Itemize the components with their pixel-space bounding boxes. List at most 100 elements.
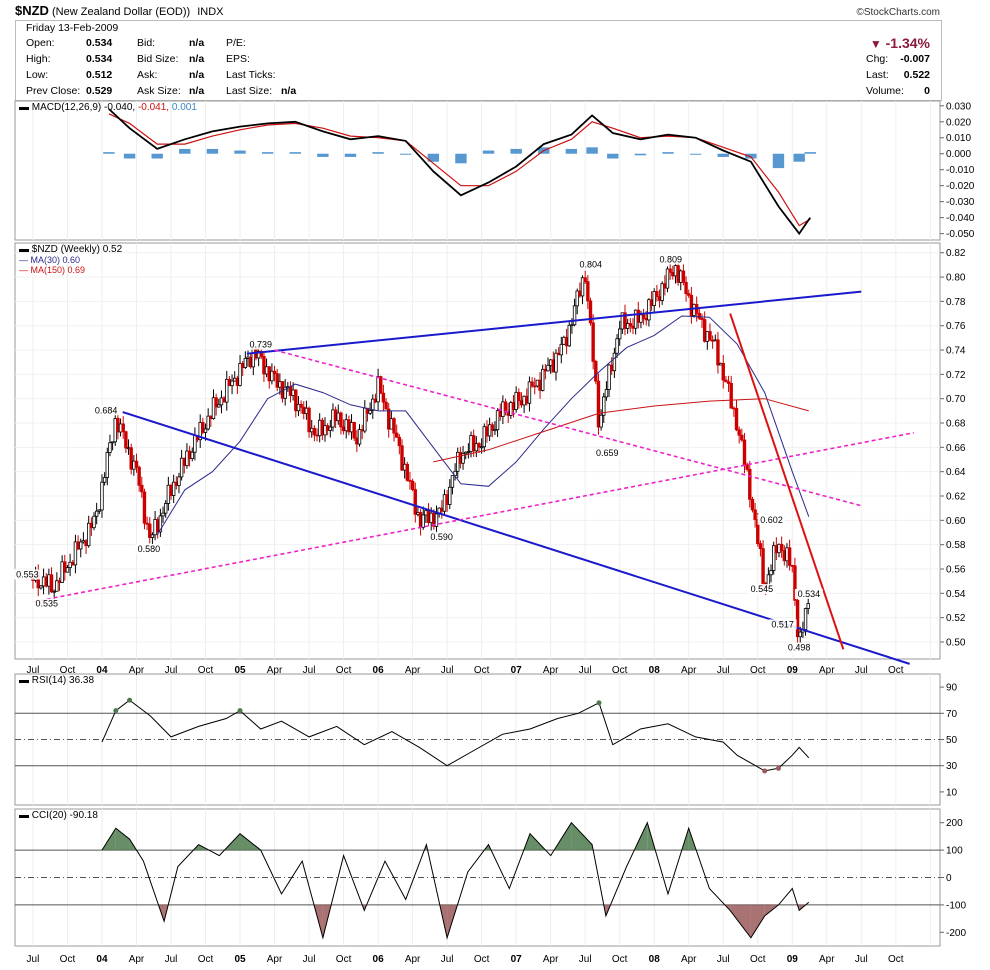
price-bar-body bbox=[607, 364, 611, 390]
price-bar-body bbox=[384, 401, 388, 410]
annotation-bg bbox=[134, 543, 163, 554]
price-bar-body bbox=[328, 426, 333, 431]
price-bar-body bbox=[349, 422, 354, 433]
y-tick-label: 50 bbox=[946, 735, 958, 746]
price-bar-body bbox=[740, 434, 744, 441]
price-bar-body bbox=[264, 366, 269, 375]
price-bar-body bbox=[652, 291, 656, 307]
price-bar-body bbox=[580, 277, 585, 297]
y-tick-label: 0.56 bbox=[946, 564, 966, 575]
field-label: Bid Size: bbox=[137, 53, 179, 65]
price-bar-body bbox=[777, 543, 781, 554]
x-axis-label: Apr bbox=[681, 954, 697, 965]
macd-histogram-bar bbox=[586, 147, 598, 154]
price-bar-body bbox=[479, 446, 484, 449]
x-axis-label: Jul bbox=[441, 665, 454, 676]
price-annotation: 0.580 bbox=[138, 544, 161, 554]
rsi-overbought-mark bbox=[237, 708, 243, 714]
macd-histogram-bar bbox=[634, 153, 647, 156]
price-annotation: 0.517 bbox=[771, 619, 794, 629]
x-axis-label: Oct bbox=[60, 665, 76, 676]
price-bar-body bbox=[716, 339, 720, 366]
price-bar-body bbox=[416, 511, 420, 515]
x-axis-label: 08 bbox=[649, 954, 661, 965]
price-bar-body bbox=[464, 451, 468, 455]
price-bar-body bbox=[679, 270, 683, 283]
price-bar-body bbox=[525, 395, 529, 404]
price-bar-body bbox=[142, 491, 147, 524]
price-bar-body bbox=[171, 481, 176, 496]
price-bar-body bbox=[240, 363, 245, 368]
x-axis-label: Oct bbox=[612, 954, 628, 965]
price-bar-body bbox=[49, 574, 54, 593]
x-axis-label: Apr bbox=[267, 665, 283, 676]
x-axis-label: Jul bbox=[579, 954, 592, 965]
price-bar-body bbox=[211, 397, 216, 420]
price-bar-body bbox=[235, 377, 240, 386]
price-bar-body bbox=[551, 359, 556, 373]
x-axis-label: 05 bbox=[234, 954, 246, 965]
field-value: n/a bbox=[189, 37, 205, 49]
field-label: Prev Close: bbox=[26, 85, 81, 97]
price-bar-body bbox=[331, 409, 335, 428]
y-tick-label: -0.010 bbox=[946, 165, 975, 176]
price-bar-body bbox=[732, 407, 736, 410]
y-tick-label: 0.020 bbox=[946, 117, 971, 128]
price-bar-body bbox=[140, 484, 144, 493]
x-axis-label: Apr bbox=[267, 954, 283, 965]
x-axis-label: Oct bbox=[888, 665, 904, 676]
price-bar-body bbox=[562, 336, 566, 345]
x-axis-label: 07 bbox=[511, 665, 523, 676]
price-bar-body bbox=[333, 409, 338, 422]
price-bar-body bbox=[169, 484, 173, 496]
price-bar-body bbox=[336, 412, 340, 422]
field-label: Low: bbox=[26, 69, 49, 81]
price-bar-body bbox=[163, 503, 168, 514]
y-tick-label: 0.64 bbox=[946, 467, 966, 478]
price-bar-body bbox=[81, 540, 86, 543]
hdr-left-row: Prev Close: 0.529 bbox=[26, 85, 112, 97]
field-value: 0.534 bbox=[86, 37, 113, 49]
x-axis-label: 05 bbox=[234, 665, 246, 676]
macd-histogram-bar bbox=[482, 150, 495, 154]
hdr-mid-row: Ask: n/a bbox=[137, 69, 204, 81]
field-value: n/a bbox=[189, 69, 205, 81]
price-bar-body bbox=[543, 368, 548, 372]
x-axis-label: Apr bbox=[819, 954, 835, 965]
price-bar-body bbox=[60, 561, 64, 583]
price-bar-body bbox=[665, 268, 670, 289]
price-bar-body bbox=[655, 291, 659, 298]
price-bar-body bbox=[209, 415, 213, 420]
macd-histogram-bar bbox=[662, 152, 674, 154]
price-bar-body bbox=[161, 512, 165, 517]
annotation-bg bbox=[768, 619, 797, 630]
price-bar-body bbox=[397, 436, 402, 447]
field-label: Last Ticks: bbox=[226, 69, 276, 81]
y-tick-label: 0.010 bbox=[946, 133, 971, 144]
price-bar-body bbox=[633, 309, 638, 329]
price-bar-body bbox=[530, 381, 534, 387]
price-bar-body bbox=[583, 277, 587, 283]
rsi-overbought-mark bbox=[127, 697, 133, 703]
macd-histogram-bar bbox=[804, 152, 816, 154]
price-bar-body bbox=[307, 407, 311, 433]
price-bar-body bbox=[108, 442, 112, 453]
price-bar-body bbox=[233, 377, 237, 382]
price-bar-body bbox=[737, 429, 741, 436]
price-bar-body bbox=[790, 564, 794, 567]
chg-value: -0.007 bbox=[900, 53, 930, 65]
y-tick-label: 30 bbox=[946, 761, 958, 772]
price-annotation: 0.534 bbox=[798, 589, 821, 599]
price-annotation: 0.739 bbox=[249, 340, 272, 350]
price-bar-body bbox=[243, 357, 248, 368]
price-bar-body bbox=[408, 479, 412, 482]
price-bar-body bbox=[639, 314, 643, 323]
panel-frame bbox=[14, 808, 941, 947]
price-bar-body bbox=[116, 417, 120, 433]
price-bar-body bbox=[445, 494, 449, 505]
price-bar-body bbox=[570, 324, 574, 327]
price-bar-body bbox=[317, 419, 322, 437]
field-label: High: bbox=[26, 53, 51, 65]
price-bar-body bbox=[753, 509, 757, 520]
